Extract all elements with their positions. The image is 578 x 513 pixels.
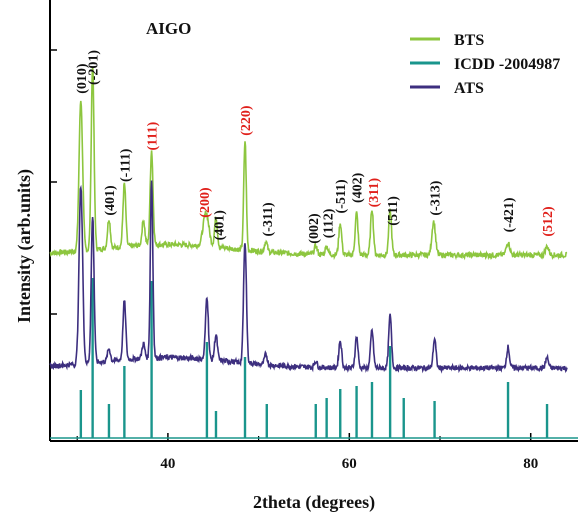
peak-label: (112)	[322, 208, 337, 238]
peak-label: (111)	[146, 121, 161, 150]
legend-label-ats: ATS	[454, 80, 484, 97]
peak-label: (401)	[103, 185, 118, 216]
peak-label: (-201)	[87, 50, 102, 85]
peak-label: (401)	[213, 210, 228, 241]
peak-label: (512)	[541, 206, 556, 237]
x-tick-label: 60	[342, 456, 357, 472]
x-axis-label: 2theta (degrees)	[253, 492, 375, 513]
series-line-ats	[49, 180, 568, 374]
x-tick-label: 80	[523, 456, 538, 472]
peak-label: (-311)	[261, 202, 276, 237]
series-sticks-icdd	[50, 278, 578, 439]
peak-label: (311)	[367, 178, 382, 208]
peak-label: (402)	[351, 172, 366, 203]
axes	[49, 0, 578, 442]
y-axis-label: Intensity (arb.units)	[14, 169, 35, 323]
series-line-bts	[49, 67, 568, 261]
legend-label-icdd: ICDD -2004987	[454, 56, 560, 73]
peak-label: (002)	[307, 213, 322, 244]
y-tick-marks	[50, 49, 57, 315]
peak-annotations: (010)(-201)(401)(-111)(111)(200)(401)(22…	[75, 50, 556, 244]
chart-title: AIGO	[146, 19, 191, 38]
peak-label: (220)	[239, 105, 254, 136]
peak-label: (-111)	[118, 148, 133, 182]
peak-label: (-421)	[502, 197, 517, 232]
legend-label-bts: BTS	[454, 32, 484, 49]
peak-label: (-313)	[429, 180, 444, 215]
peak-label: (-511)	[334, 179, 349, 214]
peak-label: (010)	[75, 63, 90, 94]
peak-label: (511)	[386, 196, 401, 226]
peak-label: (200)	[198, 187, 213, 218]
legend: BTS ICDD -2004987 ATS	[410, 32, 560, 97]
series-layer	[49, 67, 578, 439]
x-tick-marks: 40 60 80	[76, 433, 538, 472]
x-tick-label: 40	[160, 456, 175, 472]
